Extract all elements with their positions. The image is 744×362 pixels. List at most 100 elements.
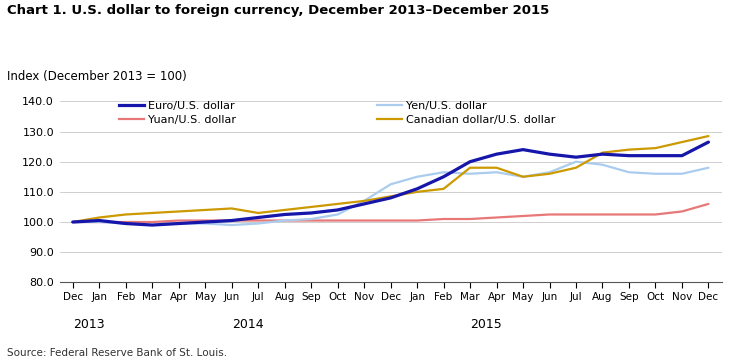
Text: Index (December 2013 = 100): Index (December 2013 = 100) bbox=[7, 70, 187, 83]
Canadian dollar/U.S. dollar bbox=[359, 199, 368, 203]
Yen/U.S. dollar bbox=[678, 172, 687, 176]
Euro/U.S. dollar bbox=[307, 211, 315, 215]
Yuan/U.S. dollar bbox=[413, 218, 422, 223]
Canadian dollar/U.S. dollar bbox=[598, 151, 607, 155]
Yuan/U.S. dollar bbox=[545, 212, 554, 216]
Yuan/U.S. dollar bbox=[519, 214, 527, 218]
Euro/U.S. dollar bbox=[121, 222, 130, 226]
Yen/U.S. dollar bbox=[413, 174, 422, 179]
Text: Source: Federal Reserve Bank of St. Louis.: Source: Federal Reserve Bank of St. Loui… bbox=[7, 348, 228, 358]
Euro/U.S. dollar bbox=[678, 153, 687, 158]
Yen/U.S. dollar bbox=[571, 160, 580, 164]
Yen/U.S. dollar bbox=[545, 170, 554, 174]
Canadian dollar/U.S. dollar bbox=[333, 202, 342, 206]
Canadian dollar/U.S. dollar bbox=[174, 209, 183, 214]
Yuan/U.S. dollar bbox=[359, 218, 368, 223]
Yuan/U.S. dollar bbox=[439, 217, 448, 221]
Yuan/U.S. dollar bbox=[598, 212, 607, 216]
Yuan/U.S. dollar bbox=[148, 220, 157, 224]
Canadian dollar/U.S. dollar bbox=[413, 190, 422, 194]
Yen/U.S. dollar bbox=[651, 172, 660, 176]
Yen/U.S. dollar bbox=[121, 222, 130, 226]
Canadian dollar/U.S. dollar bbox=[492, 165, 501, 170]
Yen/U.S. dollar bbox=[598, 163, 607, 167]
Euro/U.S. dollar bbox=[280, 212, 289, 216]
Canadian dollar/U.S. dollar bbox=[571, 165, 580, 170]
Yen/U.S. dollar bbox=[68, 220, 77, 224]
Yen/U.S. dollar bbox=[519, 174, 527, 179]
Yen/U.S. dollar bbox=[439, 170, 448, 174]
Euro/U.S. dollar bbox=[254, 215, 263, 220]
Yen/U.S. dollar bbox=[148, 223, 157, 227]
Yuan/U.S. dollar bbox=[333, 218, 342, 223]
Canadian dollar/U.S. dollar bbox=[254, 211, 263, 215]
Canadian dollar/U.S. dollar bbox=[94, 215, 103, 220]
Yuan/U.S. dollar bbox=[174, 218, 183, 223]
Euro/U.S. dollar bbox=[651, 153, 660, 158]
Yuan/U.S. dollar bbox=[571, 212, 580, 216]
Yen/U.S. dollar bbox=[359, 199, 368, 203]
Euro/U.S. dollar bbox=[94, 218, 103, 223]
Canadian dollar/U.S. dollar bbox=[466, 165, 475, 170]
Canadian dollar/U.S. dollar bbox=[545, 172, 554, 176]
Yen/U.S. dollar bbox=[624, 170, 633, 174]
Euro/U.S. dollar bbox=[624, 153, 633, 158]
Yen/U.S. dollar bbox=[174, 222, 183, 226]
Euro/U.S. dollar bbox=[68, 220, 77, 224]
Euro/U.S. dollar bbox=[148, 223, 157, 227]
Canadian dollar/U.S. dollar bbox=[624, 147, 633, 152]
Yuan/U.S. dollar bbox=[624, 212, 633, 216]
Canadian dollar/U.S. dollar bbox=[386, 194, 395, 198]
Canadian dollar/U.S. dollar bbox=[201, 208, 210, 212]
Canadian dollar/U.S. dollar bbox=[280, 208, 289, 212]
Canadian dollar/U.S. dollar bbox=[227, 206, 236, 211]
Euro/U.S. dollar bbox=[174, 222, 183, 226]
Canadian dollar/U.S. dollar bbox=[148, 211, 157, 215]
Text: 2013: 2013 bbox=[73, 319, 104, 332]
Yuan/U.S. dollar bbox=[651, 212, 660, 216]
Yuan/U.S. dollar bbox=[201, 218, 210, 223]
Canadian dollar/U.S. dollar bbox=[68, 220, 77, 224]
Yuan/U.S. dollar bbox=[121, 220, 130, 224]
Canadian dollar/U.S. dollar bbox=[651, 146, 660, 150]
Legend: Yen/U.S. dollar, Canadian dollar/U.S. dollar: Yen/U.S. dollar, Canadian dollar/U.S. do… bbox=[377, 101, 556, 125]
Euro/U.S. dollar bbox=[466, 160, 475, 164]
Canadian dollar/U.S. dollar bbox=[678, 140, 687, 144]
Line: Euro/U.S. dollar: Euro/U.S. dollar bbox=[73, 142, 708, 225]
Line: Yen/U.S. dollar: Yen/U.S. dollar bbox=[73, 162, 708, 225]
Euro/U.S. dollar bbox=[571, 155, 580, 159]
Euro/U.S. dollar bbox=[413, 187, 422, 191]
Euro/U.S. dollar bbox=[359, 202, 368, 206]
Euro/U.S. dollar bbox=[492, 152, 501, 156]
Yuan/U.S. dollar bbox=[678, 209, 687, 214]
Euro/U.S. dollar bbox=[227, 218, 236, 223]
Line: Yuan/U.S. dollar: Yuan/U.S. dollar bbox=[73, 204, 708, 222]
Euro/U.S. dollar bbox=[545, 152, 554, 156]
Yen/U.S. dollar bbox=[254, 222, 263, 226]
Yuan/U.S. dollar bbox=[386, 218, 395, 223]
Yuan/U.S. dollar bbox=[466, 217, 475, 221]
Text: 2015: 2015 bbox=[470, 319, 501, 332]
Yen/U.S. dollar bbox=[466, 172, 475, 176]
Euro/U.S. dollar bbox=[333, 208, 342, 212]
Yen/U.S. dollar bbox=[94, 220, 103, 224]
Euro/U.S. dollar bbox=[519, 147, 527, 152]
Euro/U.S. dollar bbox=[598, 152, 607, 156]
Yen/U.S. dollar bbox=[492, 170, 501, 174]
Yen/U.S. dollar bbox=[386, 182, 395, 186]
Yen/U.S. dollar bbox=[307, 217, 315, 221]
Yen/U.S. dollar bbox=[201, 222, 210, 226]
Yuan/U.S. dollar bbox=[280, 218, 289, 223]
Yuan/U.S. dollar bbox=[492, 215, 501, 220]
Euro/U.S. dollar bbox=[704, 140, 713, 144]
Line: Canadian dollar/U.S. dollar: Canadian dollar/U.S. dollar bbox=[73, 136, 708, 222]
Yuan/U.S. dollar bbox=[254, 218, 263, 223]
Text: Chart 1. U.S. dollar to foreign currency, December 2013–December 2015: Chart 1. U.S. dollar to foreign currency… bbox=[7, 4, 550, 17]
Text: 2014: 2014 bbox=[231, 319, 263, 332]
Yuan/U.S. dollar bbox=[227, 218, 236, 223]
Canadian dollar/U.S. dollar bbox=[439, 187, 448, 191]
Euro/U.S. dollar bbox=[439, 174, 448, 179]
Canadian dollar/U.S. dollar bbox=[307, 205, 315, 209]
Yen/U.S. dollar bbox=[704, 165, 713, 170]
Canadian dollar/U.S. dollar bbox=[519, 174, 527, 179]
